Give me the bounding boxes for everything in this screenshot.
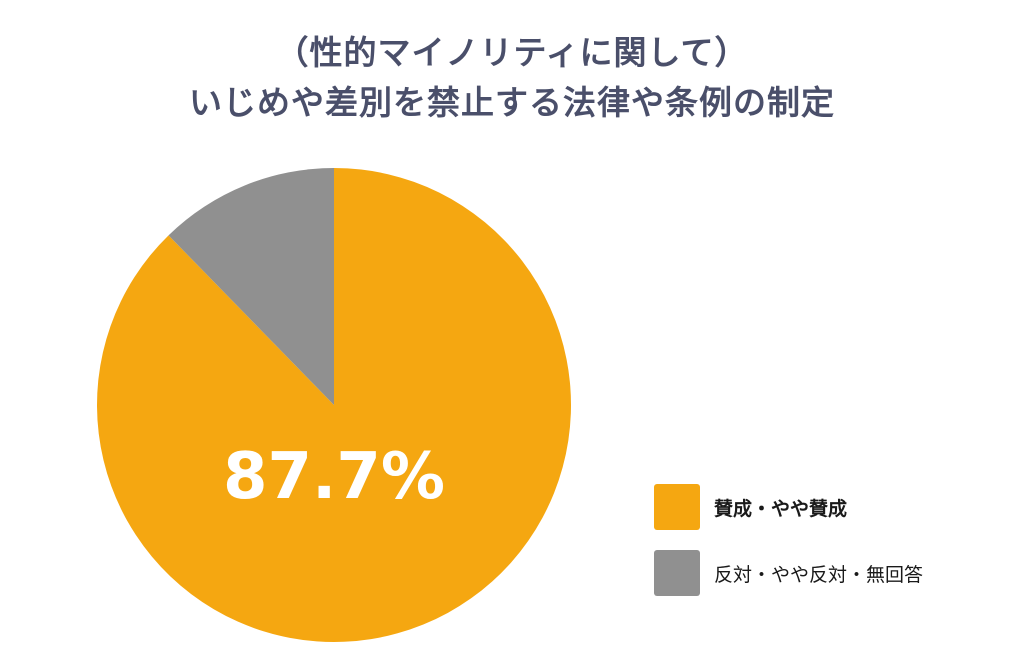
legend-label-oppose: 反対・やや反対・無回答 <box>714 563 924 586</box>
chart-title: （性的マイノリティに関して） いじめや差別を禁止する法律や条例の制定 <box>0 28 1024 128</box>
pie-data-label: 87.7% <box>223 440 445 514</box>
legend-swatch-support <box>654 484 700 530</box>
legend: 賛成・やや賛成 反対・やや反対・無回答 <box>654 484 923 616</box>
legend-item-oppose: 反対・やや反対・無回答 <box>654 550 923 596</box>
chart-title-line-1: （性的マイノリティに関して） <box>275 33 749 72</box>
pie-slices <box>97 168 572 642</box>
legend-item-support: 賛成・やや賛成 <box>654 484 923 530</box>
pie-slice-1 <box>168 168 334 405</box>
legend-label-support: 賛成・やや賛成 <box>714 497 848 520</box>
chart-title-line-2: いじめや差別を禁止する法律や条例の制定 <box>189 83 835 122</box>
legend-swatch-oppose <box>654 550 700 596</box>
